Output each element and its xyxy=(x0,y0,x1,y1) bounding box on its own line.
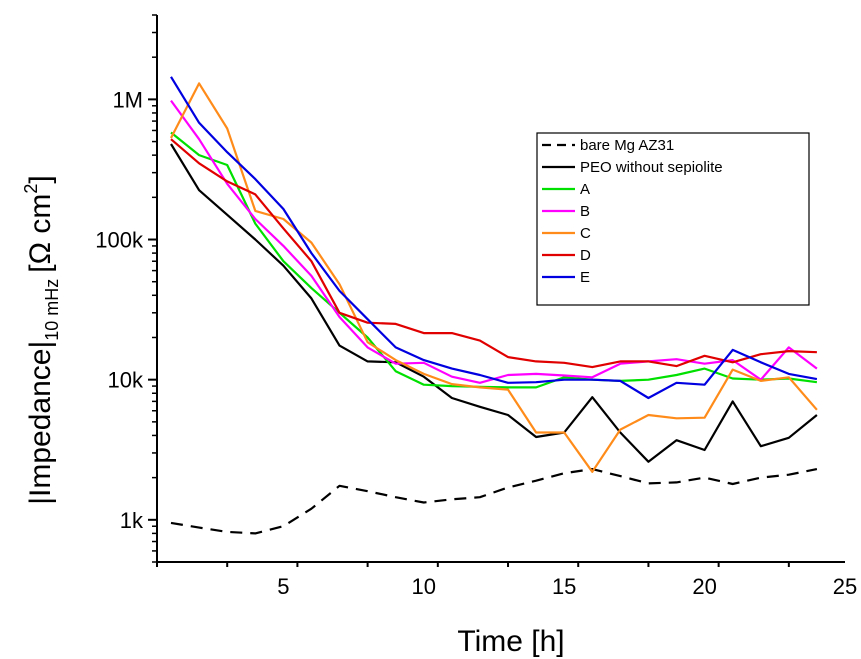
legend-label: PEO without sepiolite xyxy=(580,159,723,176)
legend-label: D xyxy=(580,247,591,264)
legend-label: C xyxy=(580,225,591,242)
series-line-5 xyxy=(170,138,817,369)
legend-label: bare Mg AZ31 xyxy=(580,137,674,154)
x-tick-label: 15 xyxy=(552,574,576,599)
axes: 5 10 15 20 25 1k 10k 100k 1M xyxy=(95,14,857,599)
y-tick-label: 10k xyxy=(108,368,144,393)
series-layer xyxy=(170,76,818,535)
y-tick-label: 1k xyxy=(120,508,144,533)
x-axis-title: Time [h] xyxy=(457,625,564,658)
y-tick-label: 100k xyxy=(95,228,144,253)
y-tick-label: 1M xyxy=(112,87,143,112)
series-line-1 xyxy=(170,143,818,463)
y-title-unit-close: ] xyxy=(24,175,57,183)
y-title-unit-sup: 2 xyxy=(21,184,41,194)
x-tick-label: 10 xyxy=(412,574,436,599)
series-line-6 xyxy=(170,76,818,400)
y-title-subscript: 10 mHz xyxy=(42,279,62,341)
legend-label: E xyxy=(580,269,590,286)
series-line-4 xyxy=(170,82,818,473)
x-tick-label: 25 xyxy=(833,574,857,599)
y-title-main: |Impedance| xyxy=(24,341,57,505)
legend-label: B xyxy=(580,203,590,220)
x-tick-label: 20 xyxy=(692,574,716,599)
series-line-0 xyxy=(170,468,818,535)
legend-box xyxy=(536,132,810,306)
y-title-unit: [Ω cm xyxy=(24,194,57,273)
y-axis-title: |Impedance|10 mHz [Ω cm2] xyxy=(21,175,62,505)
x-tick-label: 5 xyxy=(277,574,289,599)
legend-label: A xyxy=(580,181,590,198)
series-line-2 xyxy=(170,131,818,389)
